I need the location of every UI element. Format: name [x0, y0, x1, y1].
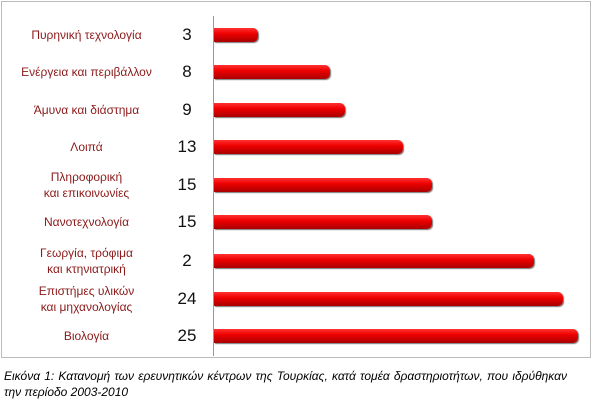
- bar: [214, 65, 331, 80]
- value-label: 13: [177, 137, 197, 157]
- value-label: 8: [182, 62, 192, 82]
- bar: [214, 254, 535, 269]
- axis-line: [213, 16, 214, 356]
- value-label: 9: [182, 99, 192, 119]
- category-label: Άμυνα και διάστημα: [33, 102, 140, 117]
- bar: [214, 177, 433, 192]
- bar: [214, 140, 404, 155]
- category-label: Λοιπά: [70, 140, 103, 155]
- category-label: Γεωργία, τρόφιμα και κτηνιατρική: [40, 246, 133, 277]
- bar: [214, 329, 578, 344]
- category-label: Επιστήμες υλικών και μηχανολογίας: [38, 283, 135, 314]
- value-label: 24: [177, 288, 197, 308]
- value-label: 15: [177, 212, 197, 231]
- bar: [214, 102, 346, 117]
- category-label: Βιολογία: [63, 329, 110, 344]
- value-label: 15: [177, 174, 197, 194]
- value-label: 2: [182, 251, 192, 271]
- value-label: 25: [177, 326, 197, 346]
- value-label: 3: [182, 25, 192, 44]
- bar: [214, 291, 564, 306]
- bar: [214, 28, 258, 42]
- category-label: Πληροφορική και επικοινωνίες: [43, 169, 130, 200]
- category-label: Νανοτεχνολογία: [43, 215, 130, 229]
- category-label: Πυρηνική τεχνολογία: [31, 28, 142, 42]
- category-label: Ενέργεια και περιβάλλον: [21, 65, 152, 80]
- caption: Εικόνα 1: Κατανομή των ερευνητικών κέντρ…: [4, 369, 567, 399]
- chart-frame: [1, 1, 591, 358]
- bar: [214, 215, 433, 229]
